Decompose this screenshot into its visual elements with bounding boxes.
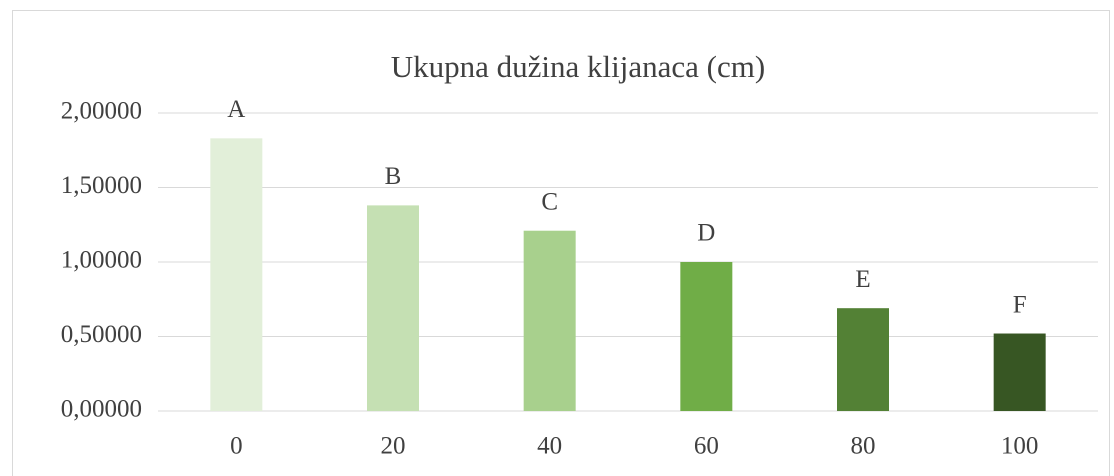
y-tick-label: 0,00000 <box>61 396 142 423</box>
bar <box>837 308 889 411</box>
bar <box>523 230 576 411</box>
annotation: E <box>855 266 870 293</box>
y-tick-label: 1,00000 <box>61 247 142 274</box>
y-tick-label: 0,50000 <box>61 321 142 348</box>
x-tick-label: 20 <box>381 433 406 460</box>
chart-title: Ukupna dužina klijanaca (cm) <box>391 49 765 84</box>
annotation: A <box>227 96 245 123</box>
x-tick-label: 100 <box>1001 433 1039 460</box>
y-tick-label: 1,50000 <box>61 172 142 199</box>
x-tick-label: 40 <box>537 433 562 460</box>
x-tick-label: 60 <box>694 433 719 460</box>
bar <box>993 333 1046 411</box>
bar <box>210 138 263 411</box>
y-tick-label: 2,00000 <box>61 98 142 125</box>
annotation: B <box>385 163 402 190</box>
bar <box>367 205 419 411</box>
x-tick-label: 80 <box>851 433 876 460</box>
x-tick-label: 0 <box>230 433 243 460</box>
annotation: F <box>1013 291 1027 318</box>
annotation: C <box>541 188 558 215</box>
annotation: D <box>697 220 715 247</box>
bar <box>680 262 733 411</box>
